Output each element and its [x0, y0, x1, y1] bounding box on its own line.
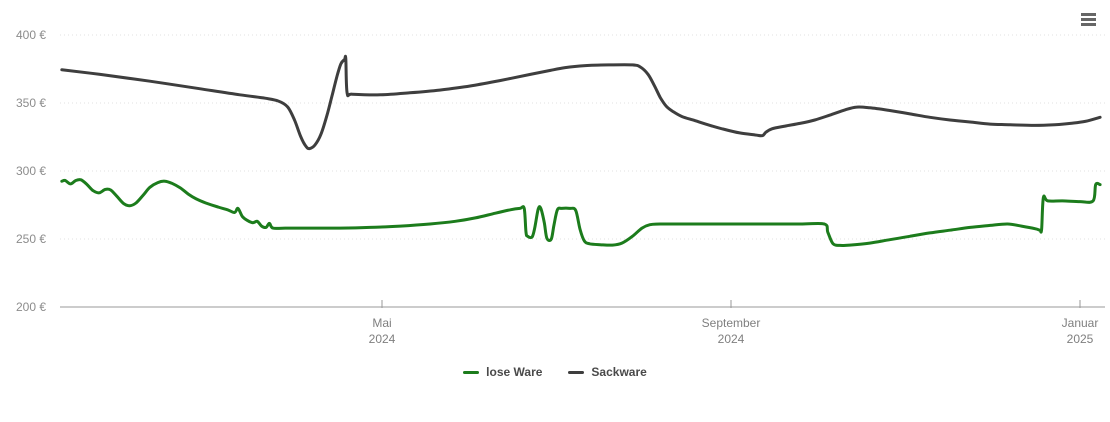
sackware-line-swatch-icon: [568, 370, 585, 374]
x-axis-label-september: September: [702, 316, 761, 330]
x-axis-label-2025: 2025: [1067, 332, 1094, 346]
x-axis-label-januar: Januar: [1062, 316, 1099, 330]
x-axis-label-2024: 2024: [718, 332, 745, 346]
x-axis-label-2024: 2024: [369, 332, 396, 346]
hamburger-bar: [1081, 13, 1096, 16]
chart-menu-button[interactable]: [1078, 10, 1099, 29]
legend: lose Ware Sackware: [0, 360, 1110, 384]
x-axis-label-mai: Mai: [372, 316, 391, 330]
legend-item-sackware[interactable]: Sackware: [568, 365, 647, 379]
sackware-line: [60, 54, 1102, 151]
legend-label-sackware: Sackware: [591, 365, 647, 379]
legend-item-lose-ware[interactable]: lose Ware: [463, 365, 542, 379]
y-axis-label-250: 250 €: [16, 232, 46, 246]
y-axis-label-300: 300 €: [16, 164, 46, 178]
lose-ware-line: [60, 178, 1102, 247]
y-axis-label-200: 200 €: [16, 300, 46, 314]
hamburger-icon: [1081, 13, 1096, 26]
hamburger-bar: [1081, 23, 1096, 26]
legend-label-lose-ware: lose Ware: [486, 365, 543, 379]
hamburger-bar: [1081, 18, 1096, 21]
y-axis-label-400: 400 €: [16, 28, 46, 42]
lose-ware-line-swatch-icon: [463, 370, 480, 374]
y-axis-label-350: 350 €: [16, 96, 46, 110]
